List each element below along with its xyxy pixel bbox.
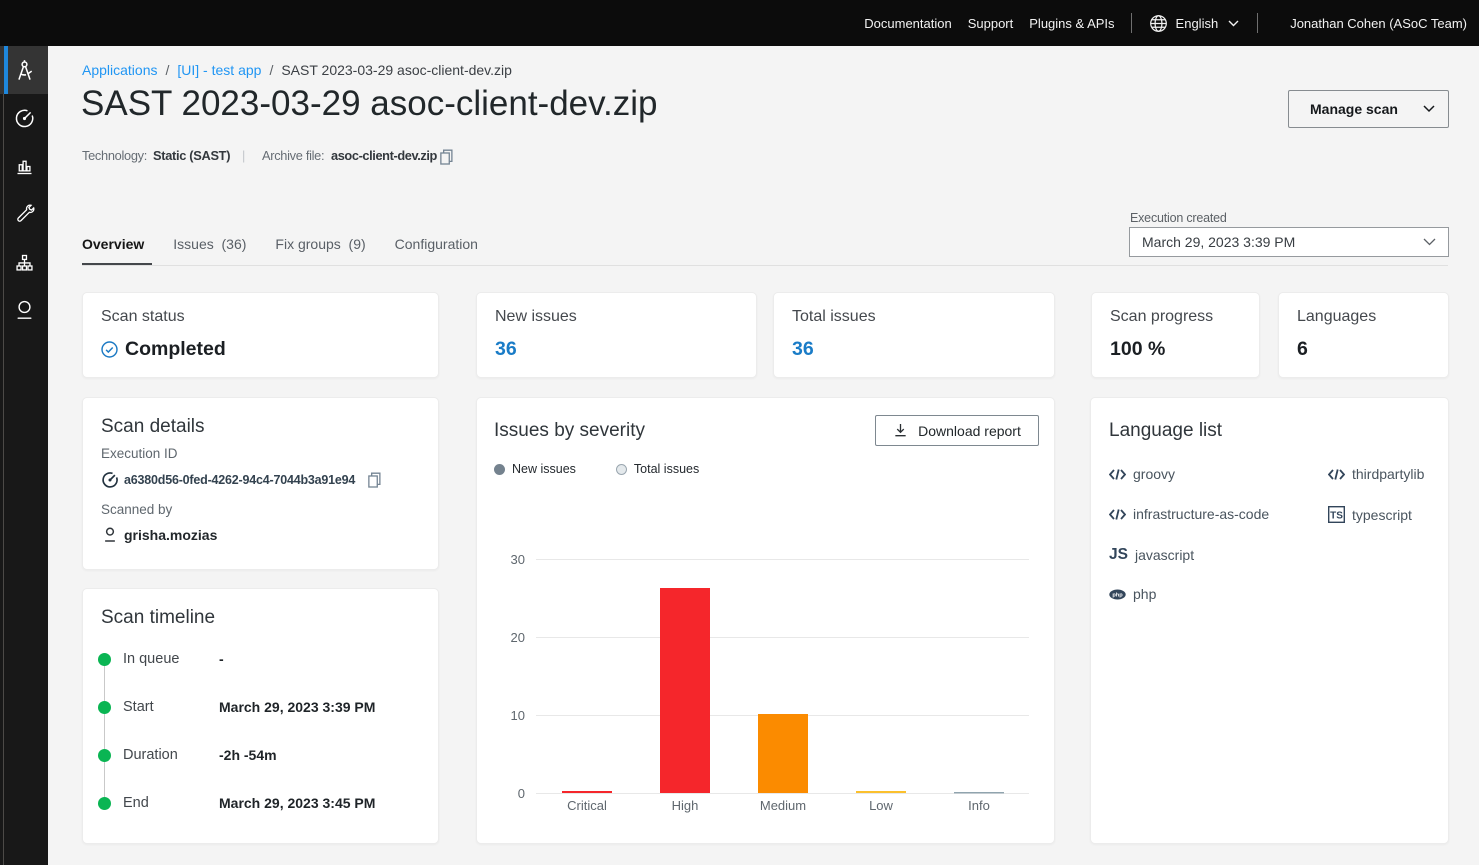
svg-text:TS: TS [1330,511,1343,522]
svg-text:0: 0 [518,786,525,801]
svg-text:Critical: Critical [567,798,607,813]
svg-text:Info: Info [968,798,990,813]
svg-text:Medium: Medium [760,798,806,813]
svg-text:php: php [1112,592,1123,598]
svg-text:20: 20 [511,630,525,645]
svg-text:Low: Low [869,798,893,813]
svg-text:10: 10 [511,708,525,723]
svg-text:30: 30 [511,552,525,567]
svg-text:High: High [672,798,699,813]
